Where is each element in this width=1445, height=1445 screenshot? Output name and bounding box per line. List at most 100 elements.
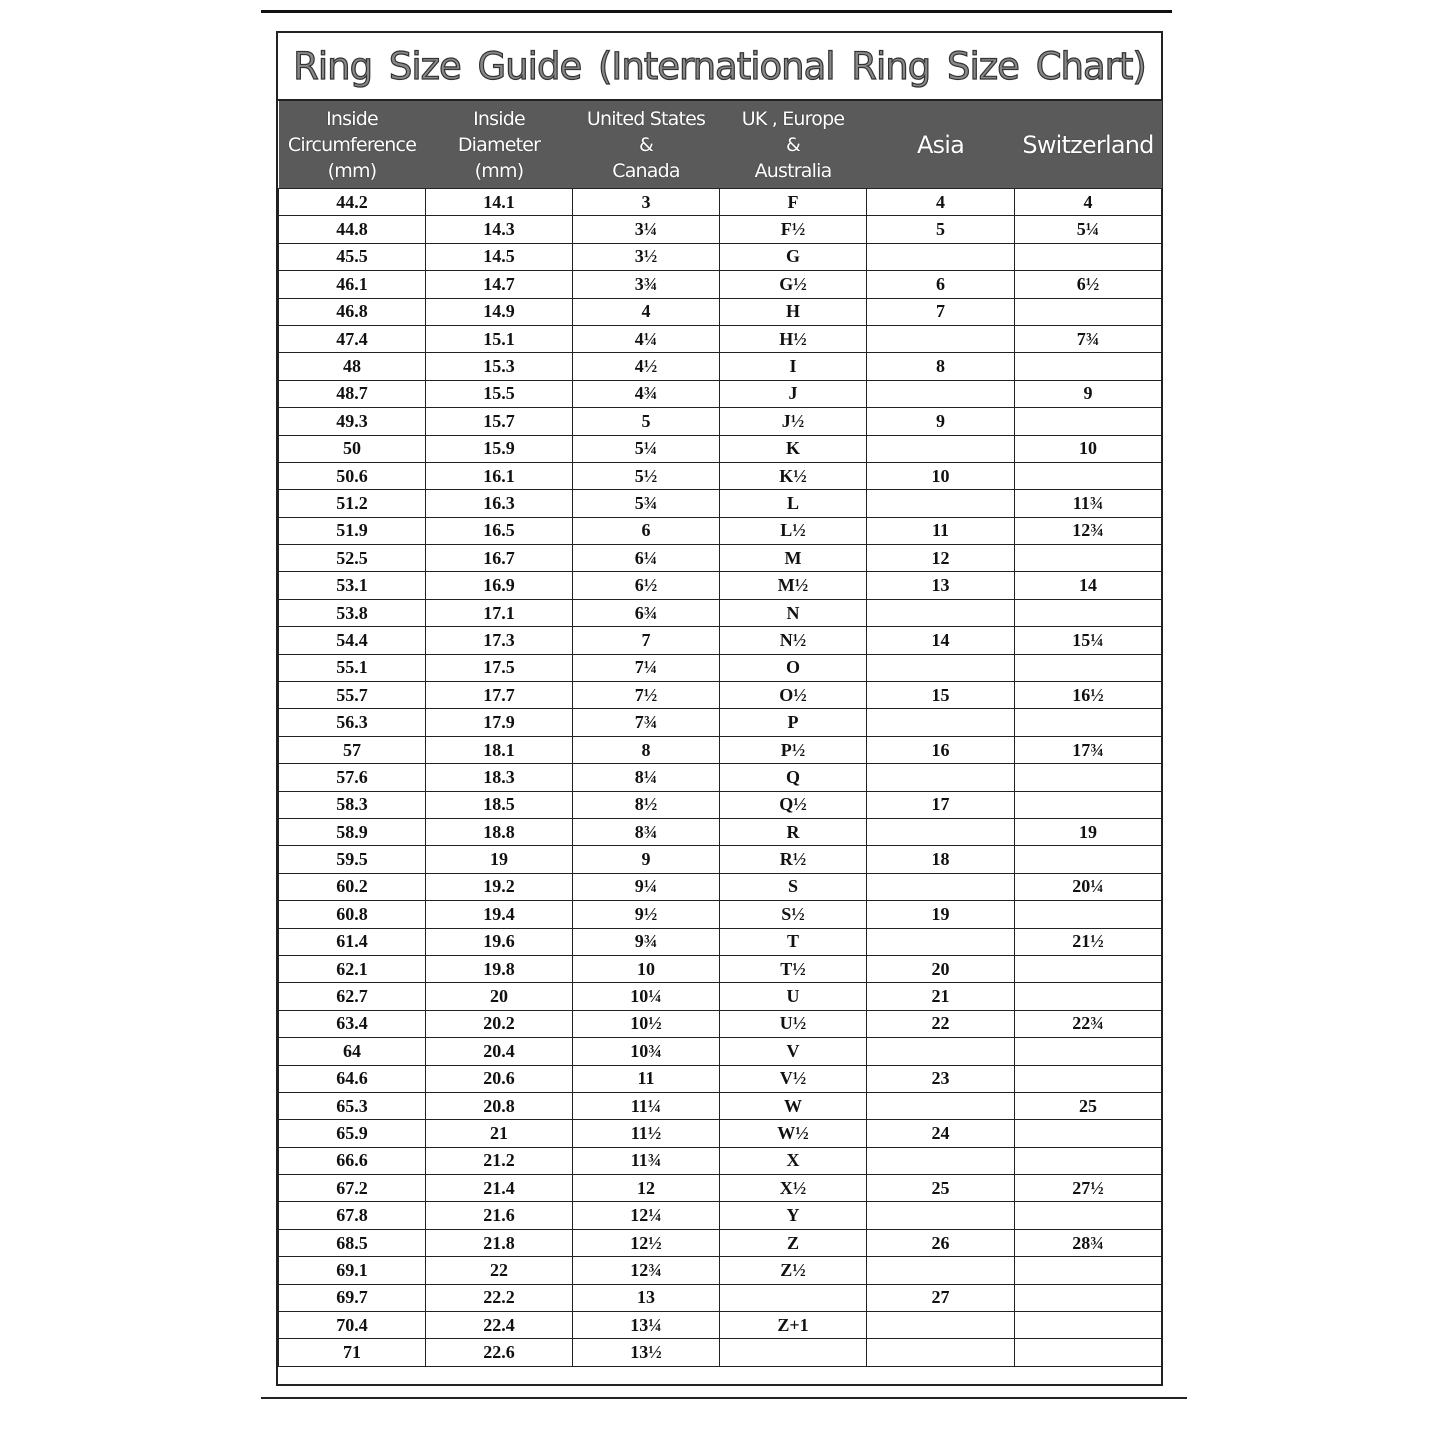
cell-switzerland	[1014, 1119, 1162, 1148]
cell-us-canada: 8¼	[572, 763, 720, 792]
cell-asia: 9	[866, 407, 1015, 436]
cell-diameter: 14.1	[425, 187, 573, 217]
cell-diameter: 16.9	[425, 571, 573, 600]
table-row: 56.3 17.9 7¾ P	[278, 708, 1162, 737]
cell-uk-europe-australia: M	[719, 544, 867, 573]
cell-switzerland	[1014, 1283, 1162, 1313]
cell-diameter: 20.4	[425, 1037, 573, 1066]
cell-asia: 10	[866, 461, 1015, 491]
cell-us-canada: 8	[572, 735, 720, 765]
cell-circumference: 58.9	[278, 817, 426, 847]
table-row: 69.1 22 12¾ Z½	[278, 1256, 1162, 1285]
cell-uk-europe-australia: U	[719, 982, 867, 1011]
cell-switzerland	[1014, 1201, 1162, 1230]
cell-circumference: 64.6	[278, 1064, 426, 1093]
header-us-canada: United States & Canada	[572, 101, 720, 189]
cell-switzerland: 6½	[1014, 270, 1162, 299]
cell-switzerland: 14	[1014, 571, 1162, 600]
cell-circumference: 50.6	[278, 461, 426, 491]
cell-diameter: 21.2	[425, 1146, 573, 1176]
cell-uk-europe-australia: O	[719, 653, 867, 683]
header-row: Inside Circumference (mm) Inside Diameter (mm…	[278, 101, 1162, 189]
cell-diameter: 18.3	[425, 763, 573, 792]
cell-asia	[866, 1256, 1015, 1285]
cell-us-canada: 4¼	[572, 324, 720, 354]
cell-uk-europe-australia: N	[719, 598, 867, 628]
bottom-rule	[261, 1397, 1187, 1399]
cell-us-canada: 5½	[572, 461, 720, 491]
cell-switzerland	[1014, 598, 1162, 628]
table-row: 64.6 20.6 11 V½ 23	[278, 1064, 1162, 1093]
cell-switzerland	[1014, 1146, 1162, 1176]
cell-circumference: 48	[278, 352, 426, 381]
cell-uk-europe-australia: O½	[719, 681, 867, 710]
table-row: 51.9 16.5 6 L½ 11 12¾	[278, 516, 1162, 546]
cell-us-canada: 4	[572, 297, 720, 326]
cell-uk-europe-australia: Q½	[719, 790, 867, 819]
cell-asia: 22	[866, 1009, 1015, 1039]
cell-uk-europe-australia: V	[719, 1037, 867, 1066]
cell-us-canada: 10	[572, 954, 720, 984]
header-switzerland: Switzerland	[1014, 101, 1162, 189]
cell-asia: 17	[866, 790, 1015, 819]
cell-asia: 11	[866, 516, 1015, 546]
cell-us-canada: 12½	[572, 1228, 720, 1258]
header-line: United States	[586, 107, 706, 130]
cell-us-canada: 10½	[572, 1009, 720, 1039]
cell-uk-europe-australia: G	[719, 242, 867, 272]
cell-us-canada: 6½	[572, 571, 720, 600]
cell-us-canada: 6¾	[572, 598, 720, 628]
cell-uk-europe-australia: P½	[719, 735, 867, 765]
cell-circumference: 53.1	[278, 571, 426, 600]
cell-asia: 23	[866, 1064, 1015, 1093]
cell-diameter: 19.8	[425, 954, 573, 984]
cell-uk-europe-australia: H½	[719, 324, 867, 354]
cell-uk-europe-australia: Y	[719, 1201, 867, 1230]
table-row: 44.2 14.1 3 F 4 4	[278, 187, 1162, 217]
header-line: Circumference	[287, 133, 417, 156]
cell-circumference: 67.2	[278, 1174, 426, 1203]
cell-circumference: 62.1	[278, 954, 426, 984]
cell-diameter: 16.5	[425, 516, 573, 546]
table-row: 50.6 16.1 5½ K½ 10	[278, 461, 1162, 491]
cell-circumference: 52.5	[278, 544, 426, 573]
cell-asia	[866, 1311, 1015, 1340]
table-row: 57 18.1 8 P½ 16 17¾	[278, 735, 1162, 765]
table-row: 50 15.9 5¼ K 10	[278, 434, 1162, 463]
header-line: (mm)	[327, 159, 377, 182]
cell-asia: 7	[866, 297, 1015, 326]
cell-uk-europe-australia: K½	[719, 461, 867, 491]
table-row: 65.3 20.8 11¼ W 25	[278, 1091, 1162, 1121]
cell-diameter: 15.7	[425, 407, 573, 436]
cell-uk-europe-australia: R	[719, 817, 867, 847]
cell-circumference: 59.5	[278, 845, 426, 874]
cell-asia: 4	[866, 187, 1015, 217]
cell-asia	[866, 1201, 1015, 1230]
cell-uk-europe-australia: Q	[719, 763, 867, 792]
cell-circumference: 46.8	[278, 297, 426, 326]
cell-switzerland	[1014, 544, 1162, 573]
table-row: 67.8 21.6 12¼ Y	[278, 1201, 1162, 1230]
cell-circumference: 57	[278, 735, 426, 765]
table-row: 52.5 16.7 6¼ M 12	[278, 544, 1162, 573]
size-table: Inside Circumference (mm) Inside Diameter (mm…	[278, 101, 1162, 1367]
cell-uk-europe-australia: J	[719, 379, 867, 409]
cell-us-canada: 8¾	[572, 817, 720, 847]
cell-us-canada: 3½	[572, 242, 720, 272]
cell-us-canada: 6	[572, 516, 720, 546]
cell-switzerland	[1014, 297, 1162, 326]
cell-switzerland	[1014, 1037, 1162, 1066]
cell-asia: 18	[866, 845, 1015, 874]
table-row: 65.9 21 11½ W½ 24	[278, 1119, 1162, 1148]
table-row: 71 22.6 13½	[278, 1338, 1162, 1367]
cell-switzerland: 20¼	[1014, 872, 1162, 902]
cell-uk-europe-australia: M½	[719, 571, 867, 600]
cell-circumference: 60.2	[278, 872, 426, 902]
cell-diameter: 14.7	[425, 270, 573, 299]
header-line: Diameter	[457, 133, 541, 156]
table-row: 70.4 22.4 13¼ Z+1	[278, 1311, 1162, 1340]
cell-switzerland	[1014, 763, 1162, 792]
cell-us-canada: 13½	[572, 1338, 720, 1367]
table-row: 59.5 19 9 R½ 18	[278, 845, 1162, 874]
cell-diameter: 21.8	[425, 1228, 573, 1258]
